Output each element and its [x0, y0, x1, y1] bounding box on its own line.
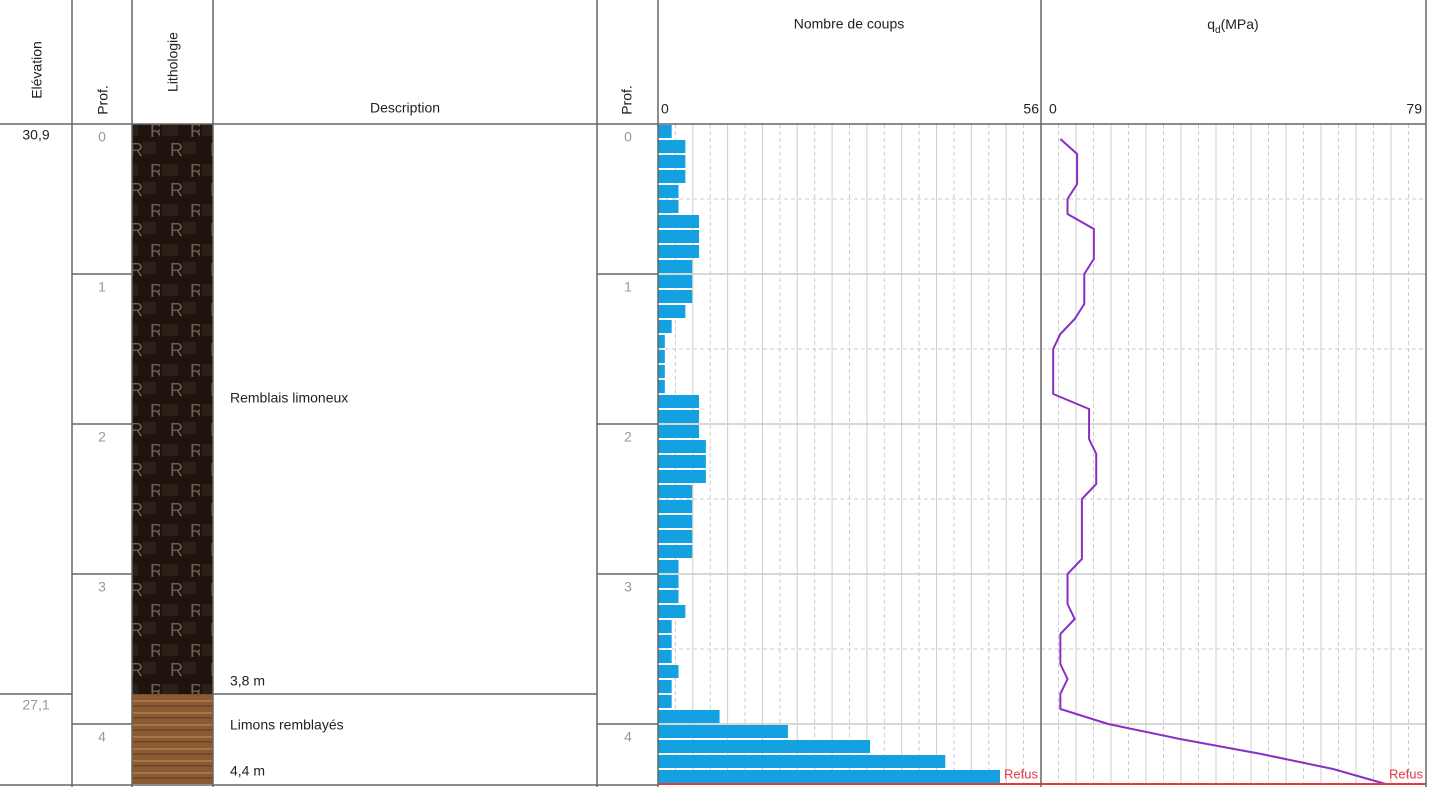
header-depth: Prof. [95, 85, 111, 115]
x-tick-label: 56 [1023, 101, 1039, 117]
elevation: 30,9 [22, 127, 49, 143]
refusal-label: Refus [1389, 766, 1423, 781]
depth-label: 4 [624, 729, 632, 745]
bar [658, 365, 665, 378]
bar [658, 650, 672, 663]
bar [658, 335, 665, 348]
bar [658, 485, 693, 498]
bar [658, 215, 700, 228]
depth-label: 2 [624, 429, 632, 445]
layer-description: Remblais limoneux [230, 390, 348, 406]
bar [658, 350, 665, 363]
bar [658, 695, 672, 708]
chart-title: Nombre de coups [794, 16, 905, 32]
header-description: Description [370, 100, 440, 116]
elevation: 27,1 [22, 697, 49, 713]
bar [658, 185, 679, 198]
bar [658, 170, 686, 183]
bar [658, 740, 871, 753]
bar [658, 770, 1000, 783]
x-tick-label: 0 [661, 101, 669, 117]
bar [658, 425, 700, 438]
layer-base: 4,4 m [230, 763, 265, 779]
depth-label: 0 [624, 129, 632, 145]
depth-label: 3 [624, 579, 632, 595]
bar [658, 590, 679, 603]
bar [658, 125, 672, 138]
bar [658, 545, 693, 558]
chart-title: qd(MPa) [1207, 16, 1258, 36]
header-elevation: Elévation [29, 41, 45, 99]
bar [658, 290, 693, 303]
bar [658, 455, 706, 468]
bar [658, 620, 672, 633]
header-depth: Prof. [619, 85, 635, 115]
layer-description: Limons remblayés [230, 717, 344, 733]
bar [658, 230, 700, 243]
depth-label: 1 [98, 279, 106, 295]
depth-label: 0 [98, 129, 106, 145]
bar [658, 275, 693, 288]
bar [658, 500, 693, 513]
refusal-label: Refus [1004, 766, 1038, 781]
bar [658, 440, 706, 453]
bar [658, 560, 679, 573]
bar [658, 260, 693, 273]
title-main: q [1207, 16, 1215, 32]
bar [658, 575, 679, 588]
depth-label: 3 [98, 579, 106, 595]
bar [658, 155, 686, 168]
bar [658, 635, 672, 648]
bar [658, 665, 679, 678]
bar [658, 395, 700, 408]
depth-label: 2 [98, 429, 106, 445]
bar [658, 470, 706, 483]
bar [658, 380, 665, 393]
lithology [132, 124, 213, 694]
bar [658, 515, 693, 528]
title-unit: (MPa) [1221, 16, 1259, 32]
lithology [132, 694, 213, 784]
bar [658, 200, 679, 213]
bar [658, 140, 686, 153]
bar [658, 410, 700, 423]
bar [658, 530, 693, 543]
header-lithology: Lithologie [165, 32, 181, 92]
bar [658, 680, 672, 693]
bar [658, 245, 700, 258]
bar [658, 305, 686, 318]
bar [658, 320, 672, 333]
depth-label: 4 [98, 729, 106, 745]
x-tick-label: 0 [1049, 101, 1057, 117]
bar [658, 605, 686, 618]
bar [658, 710, 720, 723]
layer-base: 3,8 m [230, 673, 265, 689]
line [1052, 138, 1386, 785]
title-sub: d [1215, 25, 1221, 36]
x-tick-label: 79 [1406, 101, 1422, 117]
depth-label: 1 [624, 279, 632, 295]
bar [658, 725, 788, 738]
bar [658, 755, 946, 768]
